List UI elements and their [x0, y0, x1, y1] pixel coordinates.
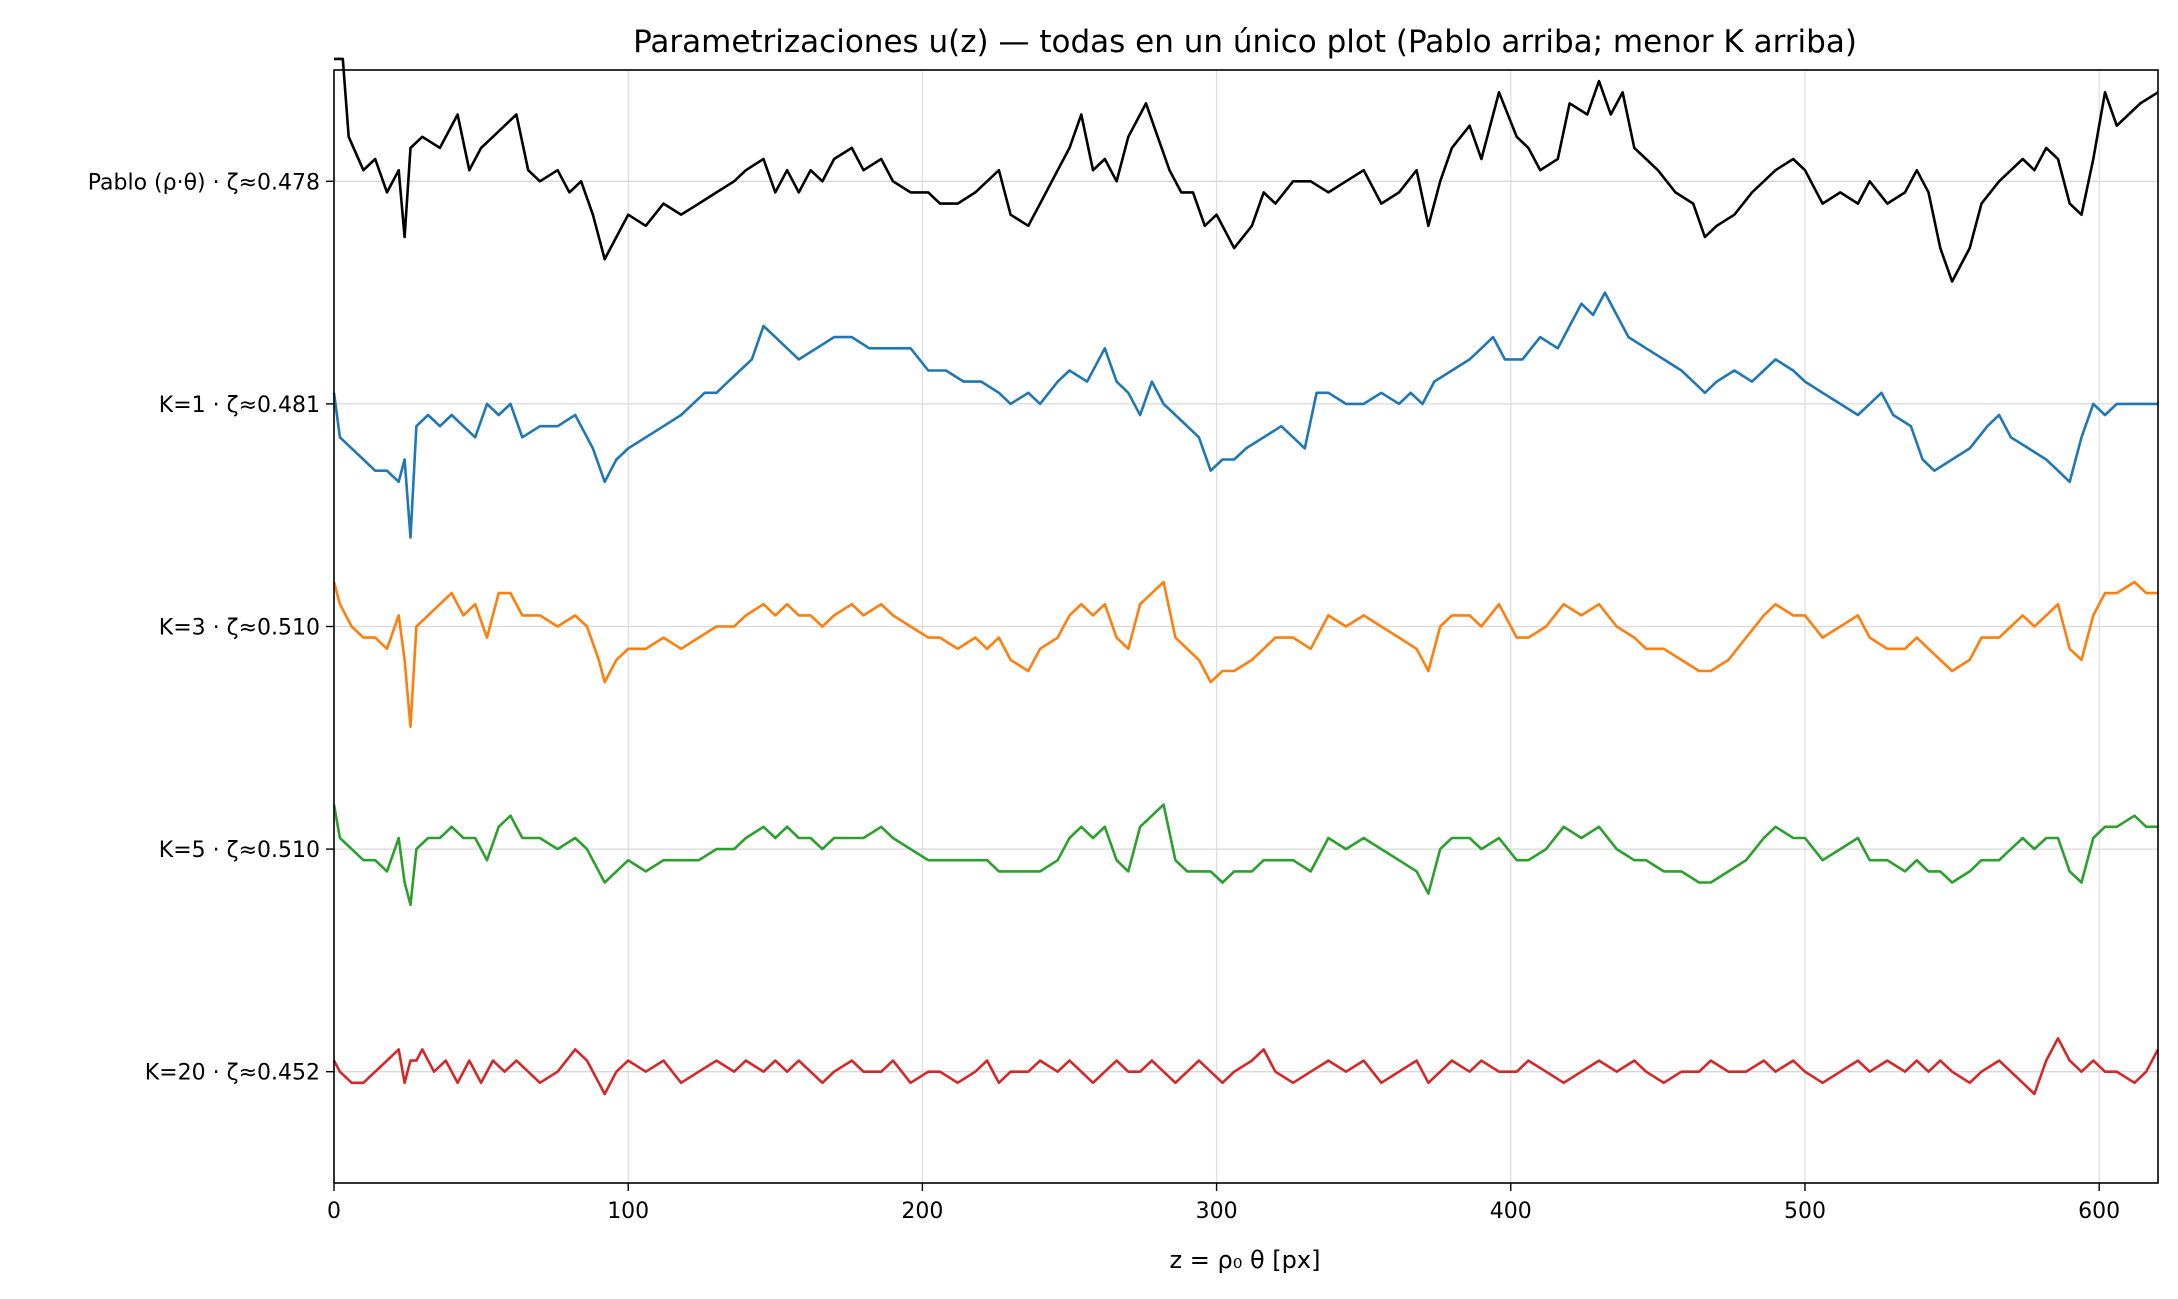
x-tick-label: 400 [1490, 1199, 1532, 1224]
y-tick-label: K=5 · ζ≈0.510 [159, 838, 320, 863]
y-axis: Pablo (ρ·θ) · ζ≈0.478 K=1 · ζ≈0.481 K=3 · … [88, 170, 334, 1086]
x-axis: 0 100 200 300 400 500 600 [327, 1183, 2120, 1224]
y-tick-label: K=20 · ζ≈0.452 [145, 1061, 320, 1086]
series-layer [332, 57, 2160, 1096]
chart-title: Parametrizaciones u(z) — todas en un úni… [633, 24, 1857, 60]
y-tick-label: K=3 · ζ≈0.510 [159, 616, 320, 641]
x-tick-label: 300 [1196, 1199, 1238, 1224]
series-line [332, 1037, 2160, 1096]
series-line [334, 57, 2159, 283]
y-tick-label: Pablo (ρ·θ) · ζ≈0.478 [88, 170, 320, 195]
series-line [332, 580, 2158, 728]
x-tick-label: 0 [327, 1199, 341, 1224]
x-axis-label: z = ρ₀ θ [px] [1170, 1246, 1321, 1274]
x-tick-label: 500 [1784, 1199, 1826, 1224]
series-line [332, 803, 2158, 907]
x-tick-label: 600 [2078, 1199, 2120, 1224]
x-tick-label: 200 [901, 1199, 943, 1224]
x-tick-label: 100 [607, 1199, 649, 1224]
y-tick-label: K=1 · ζ≈0.481 [159, 393, 320, 418]
series-line [332, 291, 2158, 539]
